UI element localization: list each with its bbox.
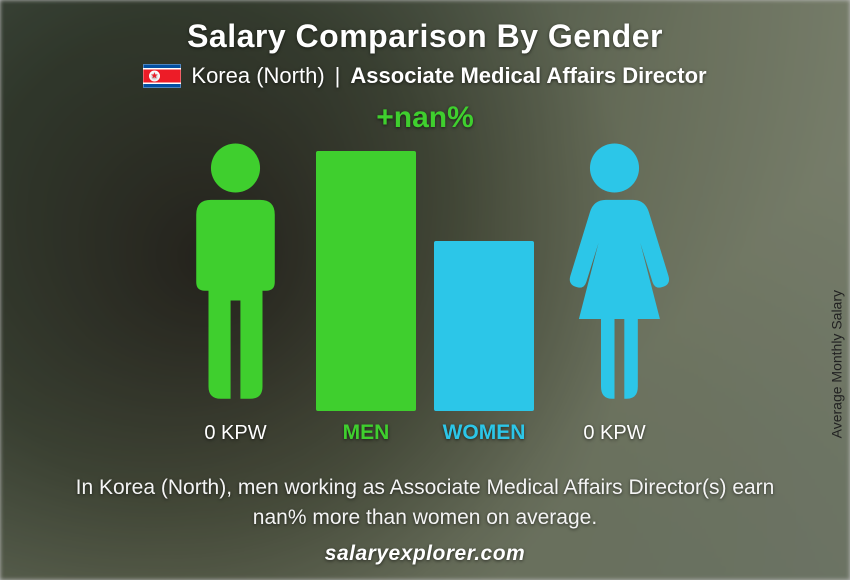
page-title: Salary Comparison By Gender xyxy=(187,18,663,55)
male-icon xyxy=(173,141,298,411)
female-label: WOMEN xyxy=(434,421,534,445)
job-title: Associate Medical Affairs Director xyxy=(350,63,706,89)
content-wrapper: Salary Comparison By Gender Korea (North… xyxy=(0,0,850,580)
separator: | xyxy=(335,63,341,89)
male-label: MEN xyxy=(316,421,416,445)
female-icon xyxy=(552,141,677,411)
chart-area: +nan% xyxy=(173,101,677,411)
description-text: In Korea (North), men working as Associa… xyxy=(75,473,775,534)
person-male-icon xyxy=(173,141,298,411)
female-salary: 0 KPW xyxy=(552,422,677,445)
bar-female xyxy=(434,241,534,411)
site-credit: salaryexplorer.com xyxy=(325,542,525,566)
male-salary: 0 KPW xyxy=(173,422,298,445)
labels-row: 0 KPW MEN WOMEN 0 KPW xyxy=(173,421,677,445)
flag-icon xyxy=(143,64,181,88)
person-female-icon xyxy=(552,141,677,411)
difference-label: +nan% xyxy=(376,101,474,135)
subtitle-row: Korea (North) | Associate Medical Affair… xyxy=(143,63,706,89)
country-label: Korea (North) xyxy=(191,63,324,89)
bar-male xyxy=(316,151,416,411)
